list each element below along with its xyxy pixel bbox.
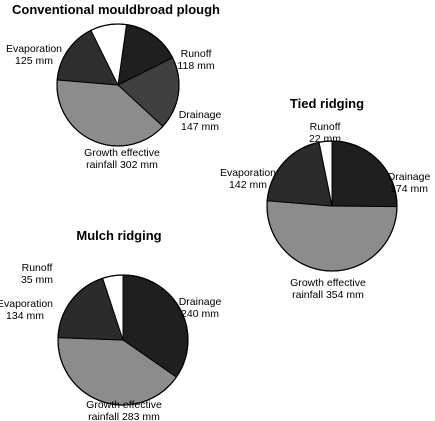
slice-label: Drainage 147 mm — [179, 109, 222, 133]
slice-label: Runoff 118 mm — [177, 48, 214, 72]
slice-label: Runoff 22 mm — [309, 121, 341, 145]
pie-outline — [57, 274, 189, 406]
chart-title: Mulch ridging — [76, 228, 161, 243]
chart-title: Conventional mouldbroad plough — [12, 2, 220, 17]
slice-label: Evaporation 134 mm — [0, 298, 53, 322]
slice-label: Drainage 174 mm — [388, 171, 431, 195]
chart-title: Tied ridging — [290, 96, 364, 111]
slice-label: Growth effective rainfall 354 mm — [290, 277, 366, 301]
slice-label: Growth effective rainfall 302 mm — [84, 147, 160, 171]
slice-label: Growth effective rainfall 283 mm — [86, 399, 162, 421]
slice-label: Drainage 240 mm — [179, 296, 222, 320]
pie-outline — [266, 140, 398, 272]
pie-chart-1: Conventional mouldbroad plough Runoff 118 … — [6, 2, 221, 171]
slice-label: Evaporation 142 mm — [220, 167, 276, 191]
pie-chart-2: Tied ridging Drainage 174 mm Growth effecti… — [220, 96, 430, 301]
pie-slice — [266, 200, 398, 272]
pie-chart-3: Mulch ridging Drainage 240 mm Growth effect… — [0, 228, 221, 421]
pie-outline — [56, 23, 180, 147]
slice-label: Evaporation 125 mm — [6, 43, 62, 67]
slice-label: Runoff 35 mm — [21, 262, 53, 286]
